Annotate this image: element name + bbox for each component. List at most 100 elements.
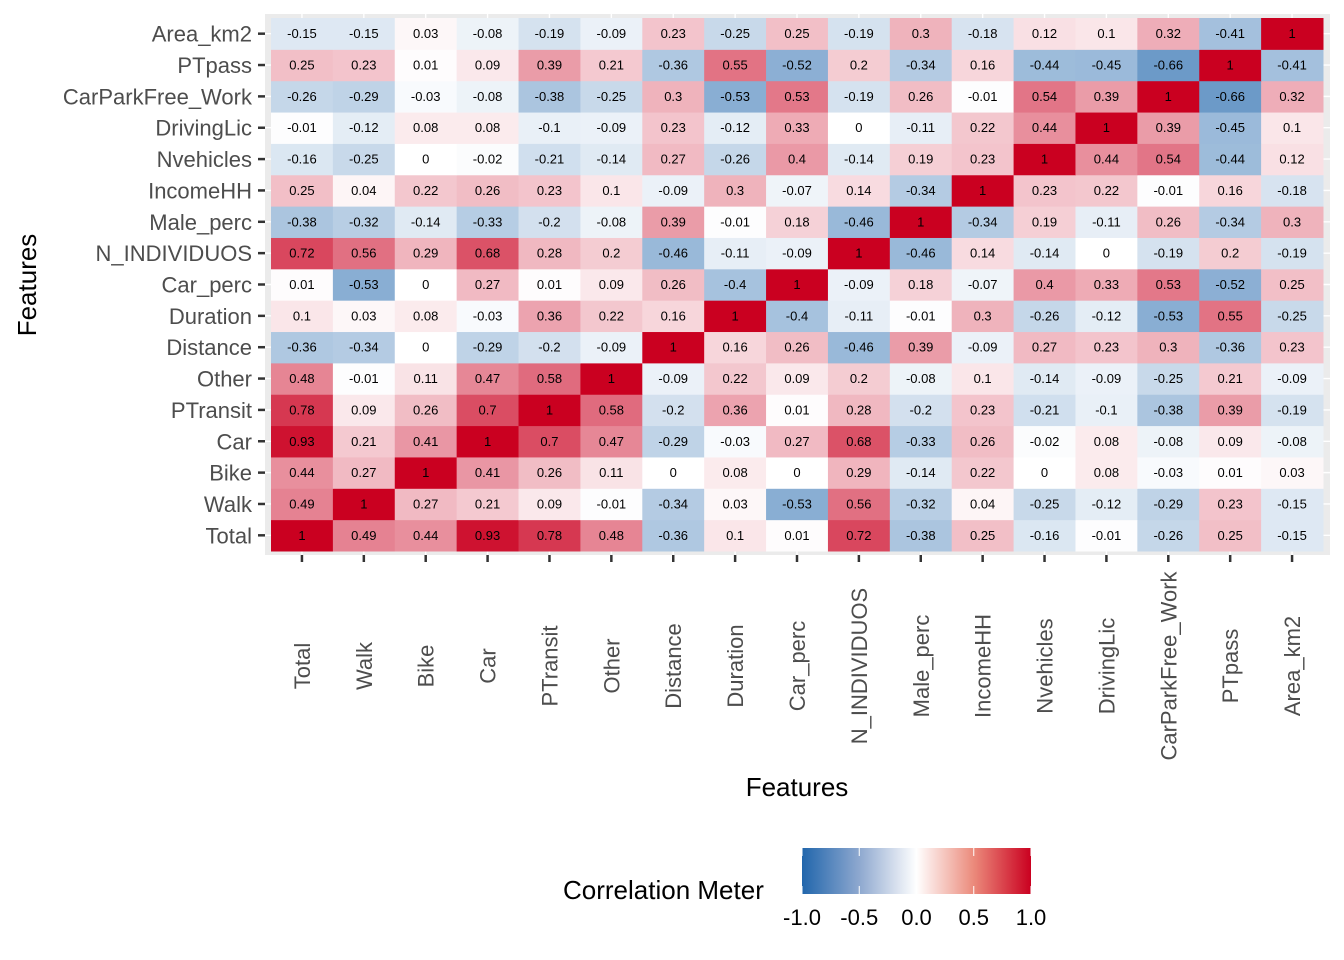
cell-value-label: 0.09 bbox=[475, 58, 500, 73]
heatmap-cell bbox=[889, 300, 953, 333]
cell-value-label: 0.22 bbox=[1094, 183, 1119, 198]
cell-value-label: 1 bbox=[1041, 152, 1048, 167]
cell-value-label: 0.23 bbox=[970, 402, 995, 417]
cell-value-label: 0 bbox=[1041, 465, 1048, 480]
cell-value-label: 0.1 bbox=[1097, 26, 1115, 41]
cell-value-label: -0.29 bbox=[349, 89, 379, 104]
heatmap-cell bbox=[456, 49, 520, 82]
cell-value-label: 0 bbox=[422, 277, 429, 292]
heatmap-cell bbox=[1075, 206, 1138, 238]
cell-value-label: -0.38 bbox=[1153, 402, 1183, 417]
heatmap-cell bbox=[1137, 143, 1200, 176]
heatmap-cell bbox=[704, 488, 767, 521]
cell-value-label: 0.54 bbox=[1032, 89, 1057, 104]
cell-value-label: -0.19 bbox=[1277, 246, 1307, 261]
cell-value-label: 0.27 bbox=[661, 152, 686, 167]
cell-value-label: -0.08 bbox=[473, 89, 503, 104]
heatmap-cell bbox=[332, 331, 396, 364]
heatmap-cell bbox=[456, 80, 520, 113]
cell-value-label: 0.08 bbox=[1094, 434, 1119, 449]
cell-value-label: -0.02 bbox=[473, 152, 503, 167]
heatmap-cell bbox=[951, 18, 1015, 50]
cell-value-label: 0.01 bbox=[784, 402, 809, 417]
cell-value-label: 0.49 bbox=[351, 528, 376, 543]
heatmap-cell bbox=[518, 18, 581, 50]
cell-value-label: 0.08 bbox=[413, 120, 438, 135]
heatmap-cell bbox=[1261, 331, 1324, 364]
heatmap-cells bbox=[271, 18, 1324, 552]
cell-value-label: 0.12 bbox=[1279, 152, 1304, 167]
cell-value-label: 0.72 bbox=[289, 246, 314, 261]
cell-value-label: -0.19 bbox=[1153, 246, 1183, 261]
cell-value-label: 0.18 bbox=[908, 277, 933, 292]
cell-value-label: -0.32 bbox=[906, 496, 936, 511]
cell-value-label: 1 bbox=[1288, 26, 1295, 41]
cell-value-label: 0.18 bbox=[784, 214, 809, 229]
cell-value-label: -0.34 bbox=[906, 183, 936, 198]
heatmap-cell bbox=[889, 331, 953, 364]
cell-value-label: 1 bbox=[979, 183, 986, 198]
heatmap-cell bbox=[827, 456, 891, 489]
heatmap-cell bbox=[271, 143, 334, 176]
heatmap-cell bbox=[394, 237, 458, 270]
cell-value-label: 0.08 bbox=[1094, 465, 1119, 480]
heatmap-cell bbox=[766, 331, 829, 364]
heatmap-cell bbox=[1137, 49, 1200, 82]
cell-value-label: -0.15 bbox=[1277, 496, 1307, 511]
heatmap-cell bbox=[1261, 268, 1324, 301]
heatmap-cell bbox=[951, 331, 1015, 364]
cell-value-label: 0.55 bbox=[1218, 308, 1243, 323]
cell-value-label: 0.2 bbox=[1221, 246, 1239, 261]
heatmap-cell bbox=[1261, 174, 1324, 207]
heatmap-cell bbox=[1199, 49, 1262, 82]
cell-value-label: -0.03 bbox=[1153, 465, 1183, 480]
cell-value-label: 0.2 bbox=[850, 58, 868, 73]
heatmap-cell bbox=[642, 112, 705, 144]
cell-value-label: -0.33 bbox=[906, 434, 936, 449]
heatmap-cell bbox=[456, 331, 520, 364]
heatmap-cell bbox=[1137, 425, 1200, 458]
legend-tick-label: 1.0 bbox=[1016, 905, 1047, 930]
heatmap-cell bbox=[704, 268, 767, 301]
heatmap-cell bbox=[1261, 49, 1324, 82]
cell-value-label: -0.01 bbox=[597, 496, 627, 511]
heatmap-cell bbox=[889, 394, 953, 427]
heatmap-cell bbox=[1137, 300, 1200, 333]
x-tick-label: CarParkFree_Work bbox=[1156, 570, 1181, 760]
y-tick-label: Male_perc bbox=[149, 210, 252, 235]
heatmap-cell bbox=[704, 362, 767, 395]
heatmap-cell bbox=[1075, 331, 1138, 364]
cell-value-label: 0.3 bbox=[1159, 340, 1177, 355]
cell-value-label: -0.26 bbox=[1030, 308, 1060, 323]
cell-value-label: -0.21 bbox=[535, 152, 565, 167]
cell-value-label: 0.26 bbox=[661, 277, 686, 292]
heatmap-cell bbox=[332, 300, 396, 333]
heatmap-cell bbox=[642, 488, 705, 521]
cell-value-label: 0.27 bbox=[784, 434, 809, 449]
cell-value-label: 0.09 bbox=[351, 402, 376, 417]
heatmap-cell bbox=[394, 143, 458, 176]
y-tick-label: PTpass bbox=[177, 53, 252, 78]
cell-value-label: 0.7 bbox=[540, 434, 558, 449]
cell-value-label: 1 bbox=[732, 308, 739, 323]
y-tick-label: Area_km2 bbox=[152, 22, 252, 47]
y-tick-label: Other bbox=[197, 367, 252, 392]
cell-value-label: -0.25 bbox=[349, 152, 379, 167]
heatmap-cell bbox=[889, 18, 953, 50]
heatmap-cell bbox=[456, 143, 520, 176]
cell-value-label: -0.2 bbox=[538, 340, 560, 355]
heatmap-cell bbox=[704, 456, 767, 489]
cell-value-label: 0.16 bbox=[722, 340, 747, 355]
cell-value-label: -0.07 bbox=[968, 277, 998, 292]
heatmap-cell bbox=[1075, 519, 1138, 552]
cell-value-label: -0.19 bbox=[535, 26, 565, 41]
cell-value-label: -0.15 bbox=[349, 26, 379, 41]
heatmap-cell bbox=[889, 112, 953, 144]
heatmap-cell bbox=[704, 80, 767, 113]
heatmap-cell bbox=[394, 425, 458, 458]
cell-value-label: 0.41 bbox=[413, 434, 438, 449]
heatmap-cell bbox=[1013, 49, 1076, 82]
heatmap-cell bbox=[1261, 80, 1324, 113]
heatmap-cell bbox=[518, 112, 581, 144]
heatmap-cell bbox=[1261, 237, 1324, 270]
